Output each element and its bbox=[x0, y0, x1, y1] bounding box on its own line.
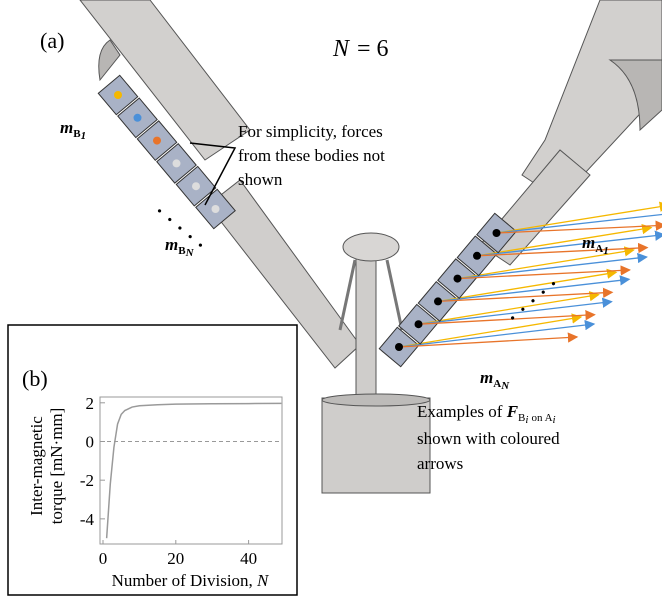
subscript: A bbox=[595, 243, 603, 255]
x-tick-label: 0 bbox=[99, 549, 108, 568]
dot bbox=[134, 114, 142, 122]
x-tick-label: 40 bbox=[240, 549, 257, 568]
y-label: torque [mN·mm] bbox=[47, 408, 66, 525]
y-label: Inter-magnetic bbox=[27, 416, 46, 516]
dot bbox=[173, 159, 181, 167]
dot bbox=[415, 320, 423, 328]
x-tick-label: 20 bbox=[167, 549, 184, 568]
dot bbox=[212, 205, 220, 213]
dot bbox=[114, 91, 122, 99]
mass-label: mB1 bbox=[60, 118, 86, 142]
symbol: m bbox=[582, 233, 595, 252]
symbol: m bbox=[165, 235, 178, 254]
panel-label: (b) bbox=[22, 366, 48, 391]
dot bbox=[395, 343, 403, 351]
y-tick-label: 2 bbox=[86, 394, 95, 413]
note-line: For simplicity, forces bbox=[238, 122, 383, 141]
n-label: N= 6 bbox=[332, 36, 389, 62]
mass-label: mAN bbox=[480, 368, 510, 392]
dot bbox=[493, 229, 501, 237]
note-line: from these bodies not bbox=[238, 146, 385, 165]
symbol: m bbox=[60, 118, 73, 137]
dot bbox=[153, 137, 161, 145]
y-tick-label: -2 bbox=[80, 471, 94, 490]
y-tick-label: -4 bbox=[80, 510, 95, 529]
y-tick-label: 0 bbox=[86, 432, 95, 451]
note-line: shown bbox=[238, 170, 283, 189]
dot bbox=[454, 275, 462, 283]
panel-label: (a) bbox=[40, 28, 64, 53]
dot bbox=[473, 252, 481, 260]
index: 1 bbox=[81, 130, 87, 142]
figure: (a) N= 6 For simplicity, forces from the… bbox=[0, 0, 662, 599]
subscript: A bbox=[493, 378, 501, 390]
dot bbox=[192, 182, 200, 190]
caption: arrows bbox=[417, 454, 463, 473]
index: N bbox=[185, 247, 195, 259]
x-label: Number of Division, N bbox=[112, 571, 270, 590]
ellipsis: ····· bbox=[500, 267, 571, 334]
index: N bbox=[500, 380, 510, 392]
index: 1 bbox=[603, 245, 609, 257]
dot bbox=[434, 297, 442, 305]
caption: shown with coloured bbox=[417, 429, 560, 448]
symbol: m bbox=[480, 368, 493, 387]
